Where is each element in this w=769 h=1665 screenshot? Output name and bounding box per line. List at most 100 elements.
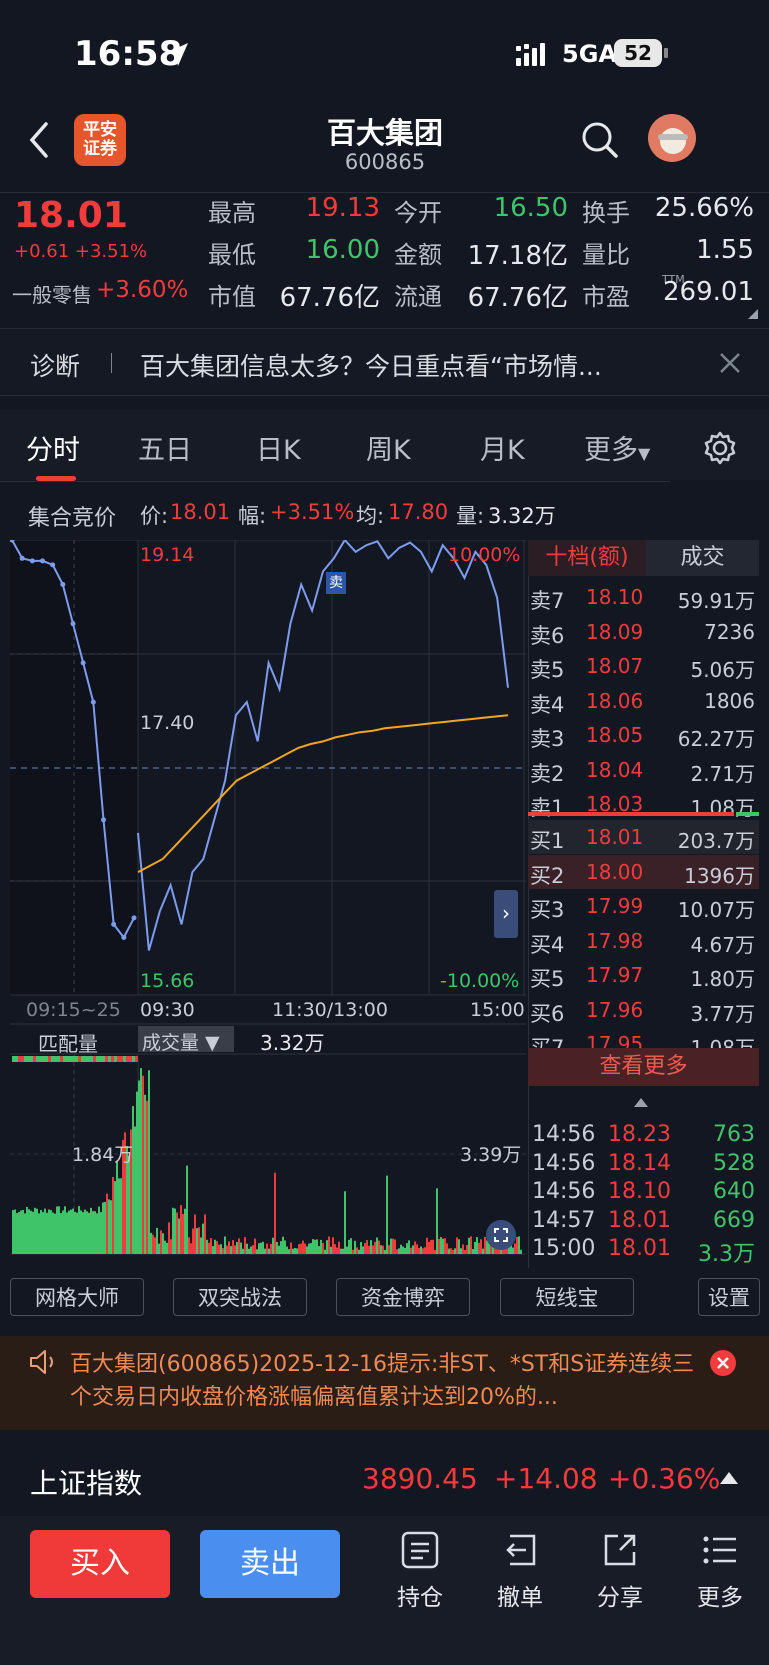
more-button[interactable]: 更多 xyxy=(684,1524,756,1614)
volume-bar xyxy=(482,1248,484,1254)
level-label: 卖6 xyxy=(530,623,565,648)
hold-button[interactable]: 持仓 xyxy=(384,1524,456,1614)
search-icon[interactable] xyxy=(580,120,620,160)
tab-divider xyxy=(0,481,670,482)
fullscreen-icon[interactable] xyxy=(486,1220,516,1250)
volume-bar xyxy=(38,1213,40,1254)
level-amount: 1396万 xyxy=(684,863,755,888)
volume-bar xyxy=(144,1094,146,1254)
fund-game-button[interactable]: 资金博弈 xyxy=(336,1278,470,1316)
avatar[interactable] xyxy=(648,114,696,162)
tab-intraday[interactable]: 分时 xyxy=(26,435,80,466)
volume-bar xyxy=(88,1212,90,1254)
volume-bar xyxy=(182,1213,184,1254)
sell-marker[interactable]: 卖 xyxy=(326,572,346,594)
expand-corner-icon[interactable] xyxy=(748,309,758,319)
volume-bar xyxy=(264,1248,266,1254)
volume-value: 3.32万 xyxy=(260,1031,325,1055)
volume-bar xyxy=(252,1245,254,1254)
volume-bar xyxy=(102,1202,104,1254)
auction-volume-stripe xyxy=(84,1056,87,1062)
ask-row[interactable]: 卖7 18.10 59.91万 xyxy=(528,580,759,614)
double-breakout-button[interactable]: 双突战法 xyxy=(173,1278,307,1316)
volume-bar xyxy=(298,1244,300,1254)
level-amount: 203.7万 xyxy=(677,829,755,853)
sell-button[interactable]: 卖出 xyxy=(200,1530,340,1598)
tab-ten-levels[interactable]: 十档(额) xyxy=(528,540,646,576)
index-change: +14.08 xyxy=(494,1462,598,1495)
volume-bar xyxy=(74,1211,76,1254)
settings-icon[interactable] xyxy=(702,430,738,466)
ask-row[interactable]: 卖6 18.09 7236 xyxy=(528,615,759,649)
price-line xyxy=(137,540,509,951)
volume-bar xyxy=(138,1080,140,1254)
level-label: 买4 xyxy=(530,932,565,957)
collapse-up-icon[interactable] xyxy=(634,1098,648,1107)
volume-bar xyxy=(64,1206,66,1254)
close-icon[interactable] xyxy=(718,351,742,375)
auction-volume-stripe xyxy=(33,1056,36,1062)
volume-bar xyxy=(130,1129,132,1254)
volume-bar xyxy=(472,1249,474,1254)
volume-bar xyxy=(260,1242,262,1254)
tools-settings-button[interactable]: 设置 xyxy=(698,1278,760,1316)
index-bar[interactable]: 上证指数 3890.45 +14.08 +0.36% xyxy=(0,1444,769,1516)
volume-bar xyxy=(86,1211,88,1254)
expand-up-icon[interactable] xyxy=(720,1472,738,1484)
tab-month-k[interactable]: 月K xyxy=(480,435,525,466)
bid-row[interactable]: 买6 17.96 3.77万 xyxy=(528,993,759,1027)
volume-bar xyxy=(320,1239,322,1254)
diagnosis-banner[interactable]: 诊断 百大集团信息太多？今日重点看“市场情... xyxy=(0,328,769,396)
trade-row: 14:56 18.14 528 xyxy=(528,1151,759,1179)
buy-button[interactable]: 买入 xyxy=(30,1530,170,1598)
volume-bar xyxy=(464,1249,466,1254)
tab-five-day[interactable]: 五日 xyxy=(138,435,192,466)
ask-row[interactable]: 卖3 18.05 62.27万 xyxy=(528,718,759,752)
bid-row[interactable]: 买1 18.01 203.7万 xyxy=(528,820,759,854)
view-more-button[interactable]: 查看更多 xyxy=(528,1048,759,1086)
notice-close-icon[interactable] xyxy=(710,1350,736,1376)
tab-week-k[interactable]: 周K xyxy=(366,435,411,466)
volume-bar xyxy=(484,1236,486,1254)
volume-bar xyxy=(98,1206,100,1254)
volume-bar xyxy=(254,1238,256,1254)
volume-bar xyxy=(188,1237,190,1254)
volume-bar xyxy=(300,1243,302,1254)
tab-day-k[interactable]: 日K xyxy=(256,435,301,466)
volume-bar xyxy=(28,1209,30,1254)
auction-volume-stripe xyxy=(120,1056,123,1062)
volume-bar xyxy=(458,1239,460,1254)
share-button[interactable]: 分享 xyxy=(584,1524,656,1614)
chevron-right-icon[interactable]: › xyxy=(494,890,518,938)
short-line-button[interactable]: 短线宝 xyxy=(500,1278,634,1316)
cancel-order-button[interactable]: 撤单 xyxy=(484,1524,556,1614)
volume-selector[interactable]: 成交量 ▼ xyxy=(142,1032,220,1054)
tab-trades[interactable]: 成交 xyxy=(646,540,759,576)
amount-label: 金额 xyxy=(394,241,442,269)
grid-master-button[interactable]: 网格大师 xyxy=(10,1278,144,1316)
mcap-value: 67.76亿 xyxy=(279,283,380,313)
intraday-chart[interactable]: 19.14 17.40 15.66 10.00% -10.00% 卖 › 09:… xyxy=(10,540,526,1268)
ask-row[interactable]: 卖5 18.07 5.06万 xyxy=(528,649,759,683)
avg-line xyxy=(137,714,509,873)
volume-bar xyxy=(56,1206,58,1254)
mcap-label: 市值 xyxy=(208,283,256,311)
volume-bar xyxy=(234,1245,236,1254)
volume-bar xyxy=(462,1244,464,1254)
trade-price: 18.01 xyxy=(608,1236,671,1261)
volume-bar xyxy=(312,1239,314,1254)
bid-row[interactable]: 买4 17.98 4.67万 xyxy=(528,924,759,958)
notice-banner[interactable]: 百大集团(600865)2025-12-16提示:非ST、*ST和S证券连续三个… xyxy=(0,1336,769,1430)
bid-row[interactable]: 买3 17.99 10.07万 xyxy=(528,889,759,923)
volume-bar xyxy=(70,1209,72,1254)
tab-more[interactable]: 更多▼ xyxy=(584,428,650,467)
volume-bar xyxy=(244,1237,246,1254)
ask-row[interactable]: 卖2 18.04 2.71万 xyxy=(528,753,759,787)
level-amount: 1806 xyxy=(704,688,755,713)
back-icon[interactable] xyxy=(26,120,52,160)
bid-row[interactable]: 买5 17.97 1.80万 xyxy=(528,958,759,992)
ask-row[interactable]: 卖4 18.06 1806 xyxy=(528,684,759,718)
bid-row[interactable]: 买2 18.00 1396万 xyxy=(528,854,759,889)
level-label: 买5 xyxy=(530,967,565,991)
info-bar: 集合竞价 价: 18.01 幅: +3.51% 均: 17.80 量: 3.32… xyxy=(0,490,769,538)
